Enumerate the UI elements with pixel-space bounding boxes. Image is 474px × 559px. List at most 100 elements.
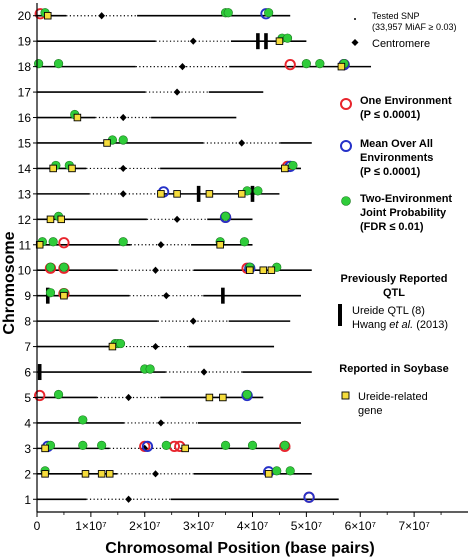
centromere-marker-chr12: [173, 215, 181, 223]
y-tick-label-12: 13: [18, 187, 32, 201]
ureide-related-gene-point-23: [41, 444, 49, 453]
centromere-marker-chr19: [189, 37, 197, 45]
two-environment-point-45: [247, 440, 258, 450]
two-environment-point-22: [118, 237, 128, 247]
legend-two-env-sublabel: Joint Probability: [360, 207, 447, 219]
x-tick-label-4: 4×10⁷: [237, 519, 268, 533]
x-axis-label: Chromosomal Position (base pairs): [105, 540, 374, 557]
two-environment-point-43: [161, 440, 171, 450]
two-environment-point-24: [239, 237, 250, 247]
ureide-related-gene-point-4: [103, 139, 111, 147]
mean-over-all-point-8: [141, 440, 154, 453]
centromere-marker-chr15: [238, 139, 246, 147]
two-environment-point-26: [45, 262, 56, 272]
mean-over-all-point-10: [303, 491, 315, 503]
one-environment-point-10: [34, 389, 46, 402]
legend-mean-label: Mean Over All: [360, 138, 433, 150]
y-tick-label-16: 17: [18, 86, 32, 100]
legend-qtl-heading: Previously Reported: [341, 273, 448, 285]
legend-qtl-line2: Hwang et al. (2013): [352, 319, 448, 331]
ureide-related-gene-point-10: [205, 190, 214, 198]
y-tick-label-11: 12: [18, 213, 32, 227]
ureide-related-gene-point-27: [97, 470, 106, 478]
y-tick-label-2: 3: [24, 442, 31, 456]
qtl-bar-0: [256, 33, 260, 50]
ureide-related-gene-point-17: [259, 266, 268, 274]
two-environment-point-42: [97, 440, 107, 450]
y-tick-label-8: 9: [24, 289, 31, 303]
legend-qtl-heading2: QTL: [383, 287, 405, 299]
x-tick-label-3: 3×10⁷: [183, 519, 214, 533]
qtl-bar-3: [250, 185, 255, 202]
centromere-marker-chr20: [98, 12, 106, 20]
ureide-related-gene-point-3: [73, 113, 82, 122]
ureide-related-gene-point-13: [57, 215, 65, 224]
centromere-marker-chr7: [152, 342, 159, 351]
x-tick-label-0: 0: [34, 519, 41, 533]
centromere-marker-chr5: [125, 393, 132, 402]
ureide-related-gene-point-5: [49, 164, 57, 173]
qtl-bar-6: [37, 364, 42, 381]
two-environment-point-5: [282, 33, 293, 43]
legend-mean-sublabel2: (P ≤ 0.0001): [360, 166, 421, 178]
two-environment-point-2: [223, 8, 233, 18]
legend-centromere-icon: [351, 39, 359, 46]
qtl-bar-2: [196, 185, 201, 202]
legend-one-env-label: One Environment: [360, 95, 452, 107]
two-environment-point-16: [288, 160, 298, 171]
two-environment-point-18: [253, 186, 263, 196]
legend-two-env-marker: [341, 196, 351, 206]
two-environment-point-7: [53, 59, 64, 69]
ureide-related-gene-point-18: [267, 266, 276, 274]
legend-qtl-bar-icon: [338, 304, 342, 326]
legend-ureide-label: Ureide-related: [358, 391, 428, 403]
y-tick-label-3: 4: [24, 416, 31, 430]
y-tick-label-18: 19: [18, 35, 32, 49]
y-tick-label-7: 8: [24, 315, 31, 329]
two-environment-point-25: [220, 211, 231, 221]
two-environment-point-21: [48, 237, 58, 247]
ureide-related-gene-point-12: [46, 215, 55, 224]
y-tick-label-19: 20: [18, 9, 32, 23]
two-environment-point-48: [272, 466, 282, 476]
centromere-marker-chr16: [119, 113, 127, 122]
legend-tested-snp-label: Tested SNP: [372, 11, 420, 21]
y-tick-label-17: 18: [18, 60, 32, 74]
x-tick-label-1: 1×10⁷: [75, 519, 106, 533]
legend-two-env-sublabel2: (FDR ≤ 0.01): [360, 221, 424, 233]
legend-two-env-label: Two-Environment: [360, 193, 452, 205]
y-tick-label-14: 15: [18, 136, 32, 150]
y-tick-label-15: 16: [18, 111, 32, 125]
y-tick-label-0: 1: [24, 493, 31, 507]
two-environment-point-27: [59, 262, 69, 272]
two-environment-point-3: [264, 8, 274, 18]
two-environment-point-9: [315, 59, 325, 69]
x-tick-label-2: 2×10⁷: [129, 519, 160, 533]
two-environment-point-34: [115, 338, 126, 349]
legend-one-env-sublabel: (P ≤ 0.0001): [360, 109, 421, 121]
qtl-bar-1: [264, 33, 268, 50]
ureide-related-gene-point-11: [237, 190, 246, 198]
legend-mean-marker: [340, 140, 352, 152]
two-environment-point-36: [145, 364, 155, 374]
ureide-related-gene-point-0: [44, 11, 52, 20]
y-axis-label: Chromosome: [1, 231, 18, 334]
legend-soybase-heading: Reported in Soybase: [339, 363, 448, 375]
two-environment-point-41: [78, 440, 88, 450]
y-tick-label-10: 11: [19, 238, 32, 252]
centromere-marker-chr11: [157, 241, 165, 249]
qtl-bar-5: [221, 287, 225, 304]
legend-mean-sublabel: Environments: [360, 152, 433, 164]
y-tick-label-6: 7: [24, 340, 31, 354]
centromere-marker-chr2: [152, 470, 159, 478]
ureide-related-gene-point-8: [157, 190, 165, 198]
ureide-related-gene-point-28: [105, 470, 114, 478]
ureide-related-gene-point-16: [246, 266, 254, 274]
legend-ureide-marker: [341, 391, 350, 400]
y-tick-label-1: 2: [24, 467, 31, 481]
legend-tested-snp-sublabel: (33,957 MiAF ≥ 0.03): [372, 22, 456, 32]
ureide-related-gene-point-22: [219, 393, 227, 402]
ureide-related-gene-point-26: [81, 470, 90, 478]
two-environment-point-39: [78, 415, 88, 425]
